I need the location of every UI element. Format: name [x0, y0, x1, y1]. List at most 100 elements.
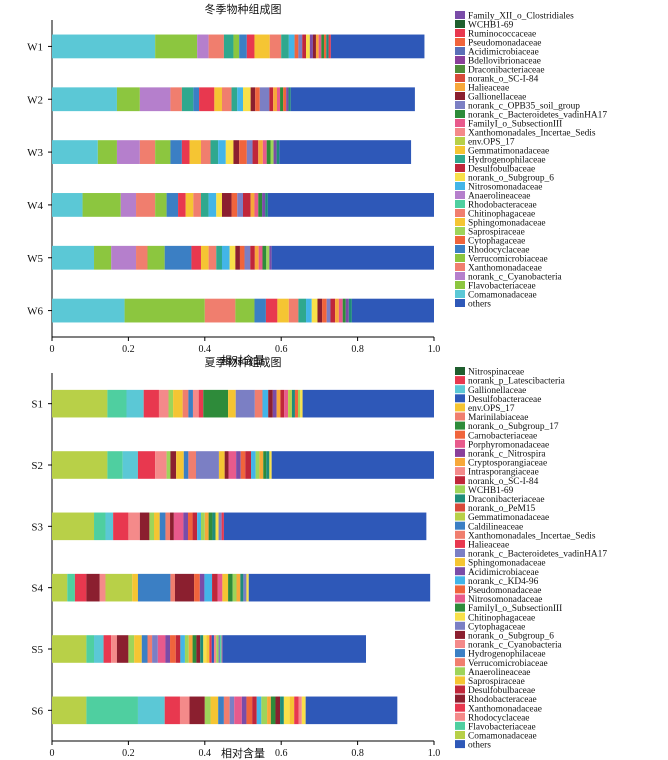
bar-segment-W2-6: [193, 87, 200, 112]
legend-swatch: [455, 740, 465, 749]
bar-segment-W1-20: [318, 34, 322, 59]
bar-segment-S3-1: [52, 512, 95, 541]
legend-label: Caldilineaceae: [468, 522, 523, 532]
bar-segment-W3-20: [270, 140, 274, 164]
bar-segment-S4-22: [246, 573, 249, 602]
bar-segment-W5-16: [250, 245, 255, 270]
bar-segment-W6-3: [204, 298, 236, 323]
bar-segment-W6-18: [342, 298, 346, 323]
bar-segment-S3-23: [221, 512, 224, 541]
bar-segment-S4-16: [222, 573, 229, 602]
bar-segment-S2-19: [255, 451, 260, 479]
bar-segment-W1-8: [246, 34, 255, 59]
bar-segment-W3-11: [218, 140, 226, 164]
bar-segment-W4-22: [267, 193, 434, 217]
legend-swatch: [455, 430, 465, 439]
legend-label: Gemmatimonadaceae: [468, 513, 549, 523]
bar-segment-S5-1: [52, 635, 87, 663]
bar-segment-W1-2: [155, 34, 198, 59]
legend-swatch: [455, 263, 465, 271]
bar-segment-W1-3: [197, 34, 209, 59]
bar-segment-W1-25: [330, 34, 425, 59]
bar-segment-W5-4: [136, 245, 148, 270]
legend-label: Sphingomonadaceae: [468, 219, 546, 229]
legend-swatch: [455, 576, 465, 585]
bar-segment-W2-17: [273, 87, 277, 112]
legend-label: Rhodobacteraceae: [468, 695, 537, 705]
bar-segment-S5-30: [221, 635, 223, 663]
chart-title: 冬季物种组成图: [205, 2, 282, 16]
bar-segment-S1-18: [272, 389, 277, 418]
bar-segment-S5-16: [180, 635, 185, 663]
legend-swatch: [455, 658, 465, 667]
legend-swatch: [455, 403, 465, 412]
legend-swatch: [455, 685, 465, 694]
bar-segment-S6-19: [270, 696, 276, 725]
legend-swatch: [455, 254, 465, 262]
bar-segment-W4-13: [221, 193, 232, 217]
bar-segment-S1-25: [298, 389, 301, 418]
bar-segment-W5-7: [191, 245, 201, 270]
legend-label: Rhodocyclaceae: [468, 246, 529, 256]
x-tick-label: 0.2: [122, 344, 135, 355]
bar-segment-S4-13: [204, 573, 213, 602]
bar-segment-S6-11: [229, 696, 235, 725]
legend-swatch: [455, 20, 465, 28]
bar-segment-S2-2: [107, 451, 123, 479]
legend-label: Hydrogenophilaceae: [468, 156, 546, 166]
bar-segment-W1-5: [223, 34, 234, 59]
bar-segment-W2-14: [255, 87, 260, 112]
bar-segment-W1-13: [294, 34, 299, 59]
x-tick-label: 1.0: [428, 748, 441, 759]
bar-segment-W5-21: [269, 245, 272, 270]
legend-label: norank_c_KD4-96: [468, 577, 539, 587]
bar-segment-W6-16: [335, 298, 339, 323]
legend-label: norank_o_Subgroup_6: [468, 174, 554, 184]
legend-label: Bdellovibrionaceae: [468, 57, 541, 67]
bar-segment-W4-6: [166, 193, 179, 217]
legend-label: Sphingomonadaceae: [468, 559, 546, 569]
x-axis-label: 相对含量: [221, 746, 265, 760]
bar-segment-S1-5: [158, 389, 169, 418]
bar-segment-S5-22: [203, 635, 207, 663]
bar-segment-W5-11: [221, 245, 230, 270]
bar-segment-W1-15: [302, 34, 307, 59]
legend-label: Nitrospinaceae: [468, 368, 524, 378]
bar-segment-W3-14: [239, 140, 247, 164]
bar-segment-W3-15: [246, 140, 253, 164]
bar-segment-W4-14: [231, 193, 238, 217]
legend-label: Halieaceae: [468, 541, 509, 551]
bar-segment-S2-24: [271, 451, 434, 479]
legend-label: WCHB1-69: [468, 21, 514, 31]
bar-segment-W5-10: [216, 245, 222, 270]
bar-segment-S5-14: [170, 635, 176, 663]
bar-segment-S1-7: [173, 389, 183, 418]
bar-segment-W2-21: [286, 87, 289, 112]
legend-label: norank_o_PeM15: [468, 504, 535, 514]
bar-segment-S2-13: [224, 451, 229, 479]
bar-segment-S6-8: [210, 696, 219, 725]
y-tick-label: S2: [31, 460, 43, 472]
legend-swatch: [455, 649, 465, 658]
y-tick-label: W6: [27, 306, 43, 318]
bar-segment-S4-9: [170, 573, 176, 602]
bar-segment-W1-24: [328, 34, 331, 59]
legend-swatch: [455, 128, 465, 136]
bar-segment-W2-23: [290, 87, 415, 112]
legend-label: Cytophagaceae: [468, 622, 525, 632]
bar-segment-S2-20: [259, 451, 264, 479]
legend-swatch: [455, 47, 465, 55]
legend-swatch: [455, 164, 465, 172]
bar-segment-S1-23: [291, 389, 295, 418]
bar-segment-S1-4: [143, 389, 159, 418]
legend-label: Acidimicrobiaceae: [468, 48, 539, 58]
legend-swatch: [455, 155, 465, 163]
legend-swatch: [455, 731, 465, 739]
bar-segment-W2-20: [283, 87, 287, 112]
bar-segment-S6-2: [86, 696, 138, 725]
bar-segment-S1-3: [126, 389, 144, 418]
bar-segment-S5-19: [192, 635, 197, 663]
bar-segment-S4-12: [199, 573, 205, 602]
bar-segment-W1-18: [312, 34, 316, 59]
bar-segment-W5-6: [164, 245, 192, 270]
